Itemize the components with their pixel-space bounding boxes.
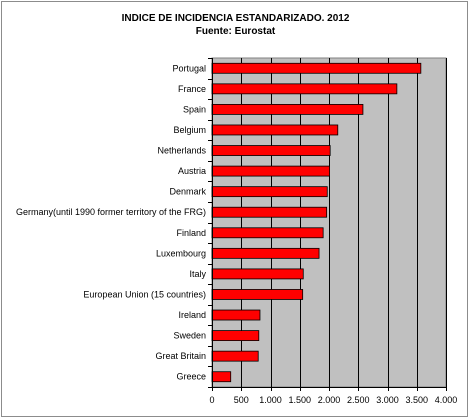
bar-germany-until-1990-former-territory-of-the-frg xyxy=(211,206,328,218)
x-tick-label: 3.000 xyxy=(376,395,399,405)
y-tick-label: Portugal xyxy=(172,63,206,73)
y-tick-label: Spain xyxy=(183,104,206,114)
x-tick-label: 0 xyxy=(209,395,214,405)
y-tick-label: Luxembourg xyxy=(156,248,206,258)
bar-austria xyxy=(211,165,330,177)
bar-ireland xyxy=(211,309,261,321)
y-tick-label: Italy xyxy=(189,269,206,279)
bar-greece xyxy=(211,371,232,383)
bar-spain xyxy=(211,104,364,115)
y-tick-label: Sweden xyxy=(173,331,206,341)
y-axis-labels: Portugal France Spain Belgium Netherlands Aus… xyxy=(16,63,207,381)
bar-italy xyxy=(211,268,304,280)
bar-luxembourg xyxy=(211,247,320,259)
x-axis-labels: 0 500 1.000 1.500 2.000 2.500 3.000 3.500 4.000 xyxy=(209,395,457,405)
x-tick-label: 2.500 xyxy=(347,395,370,405)
y-tick-label: France xyxy=(178,84,206,94)
x-tick-label: 1.500 xyxy=(288,395,311,405)
x-tick-label: 3.500 xyxy=(405,395,428,405)
y-tick-label: Great Britain xyxy=(155,351,206,361)
x-tick-label: 4.000 xyxy=(435,395,458,405)
y-tick-label: Netherlands xyxy=(157,146,206,156)
y-tick-label: Greece xyxy=(176,372,206,382)
bar-netherlands xyxy=(211,145,331,156)
chart-title-block: INDICE DE INCIDENCIA ESTANDARIZADO. 2012… xyxy=(0,12,471,38)
bar-france xyxy=(211,83,398,95)
bar-denmark xyxy=(211,186,328,198)
x-tick-label: 2.000 xyxy=(318,395,341,405)
y-tick-label: Denmark xyxy=(169,187,206,197)
bar-portugal xyxy=(211,62,422,74)
y-tick-label: Finland xyxy=(176,228,206,238)
chart-title: INDICE DE INCIDENCIA ESTANDARIZADO. 2012 xyxy=(121,13,350,24)
bar-belgium xyxy=(211,124,339,136)
bar-european-union-15-countries xyxy=(211,289,304,300)
axes xyxy=(208,58,447,391)
y-tick-label: Austria xyxy=(178,166,206,176)
y-tick-label: Germany(until 1990 former territory of t… xyxy=(16,207,206,217)
bar-finland xyxy=(211,227,324,239)
y-tick-label: Belgium xyxy=(173,125,206,135)
bar-sweden xyxy=(211,330,260,341)
bar-great-britain xyxy=(211,350,259,362)
y-tick-label: European Union (15 countries) xyxy=(83,289,206,299)
x-tick-label: 500 xyxy=(234,395,249,405)
y-tick-label: Ireland xyxy=(178,310,206,320)
x-tick-label: 1.000 xyxy=(259,395,282,405)
chart-subtitle: Fuente: Eurostat xyxy=(195,26,276,37)
